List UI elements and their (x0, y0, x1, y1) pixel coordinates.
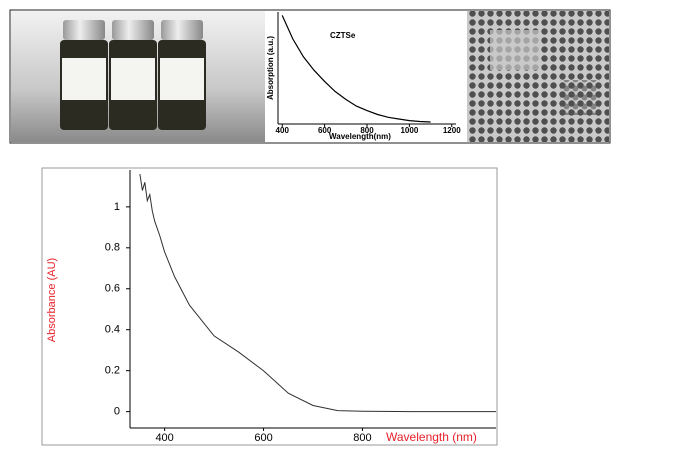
y-axis-label: Absorbance (AU) (46, 258, 58, 342)
y-axis-label: Absorption (a.u.) (266, 36, 275, 100)
chart-frame (41, 167, 498, 446)
x-tick-label: 800 (353, 432, 371, 444)
x-tick-label: 1200 (443, 126, 461, 135)
y-tick-label: 0.2 (105, 365, 120, 377)
tem-image (467, 11, 609, 142)
y-tick-label: 0.8 (105, 242, 120, 254)
label-bg (384, 430, 496, 444)
x-tick-label: 800 (360, 126, 374, 135)
y-tick-label: 0.4 (105, 324, 120, 336)
x-tick-label: 600 (318, 126, 332, 135)
x-tick-label: 1000 (400, 126, 418, 135)
x-axis-label: Wavelength(nm) (329, 132, 391, 141)
y-tick-label: 1 (114, 201, 120, 213)
annotation: CZTSe (330, 31, 356, 40)
x-tick-label: 400 (155, 432, 173, 444)
x-tick-label: 600 (254, 432, 272, 444)
y-tick-label: 0.6 (105, 283, 120, 295)
line-series (139, 174, 496, 413)
vial-photo (11, 11, 265, 142)
line-series (281, 15, 431, 123)
top-strip (9, 9, 611, 144)
x-tick-label: 400 (276, 126, 290, 135)
x-axis-label: Wavelength (nm) (386, 430, 477, 444)
y-tick-label: 0 (114, 406, 120, 418)
